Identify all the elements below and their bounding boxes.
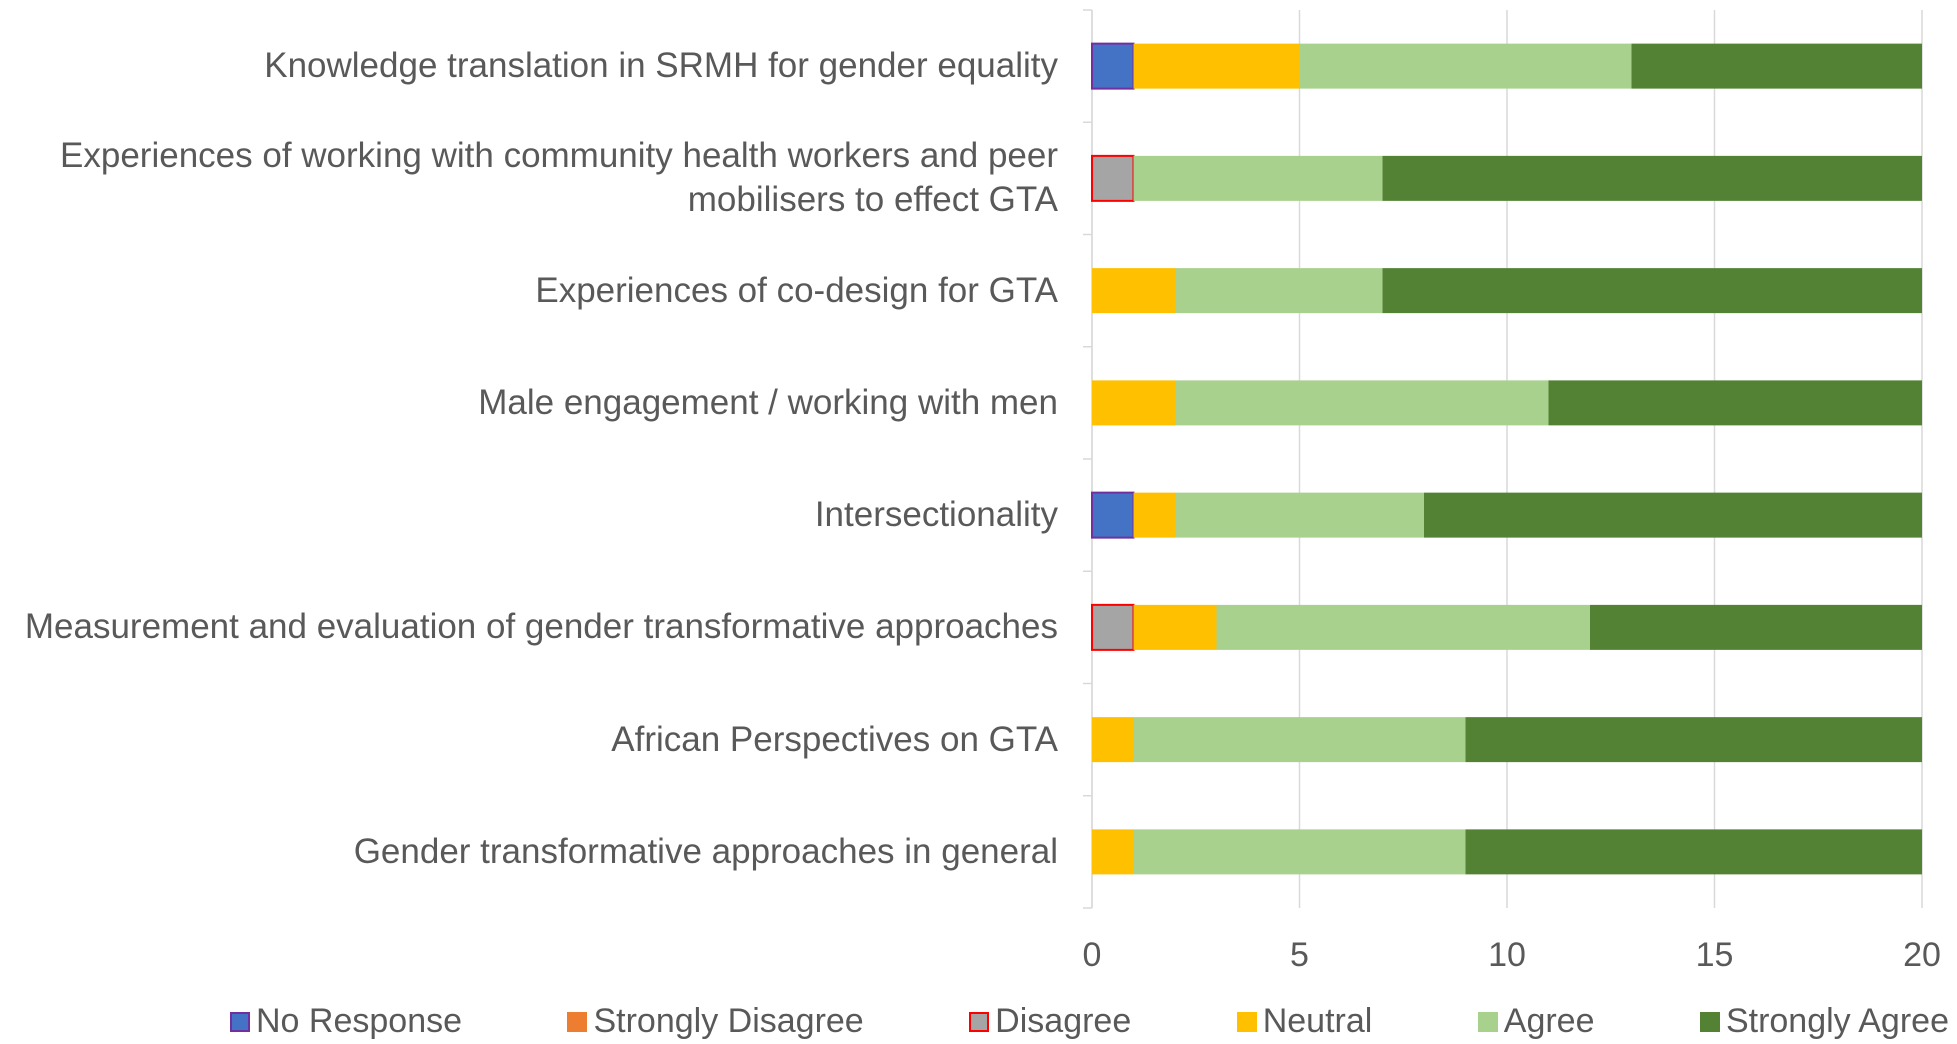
y-tick-label: African Perspectives on GTA xyxy=(611,719,1058,759)
bar-segment xyxy=(1299,43,1632,89)
bar-segment xyxy=(1216,604,1590,650)
bar-segment xyxy=(1091,491,1135,539)
y-tick-label: Knowledge translation in SRMH for gender… xyxy=(264,46,1058,86)
bar-segment xyxy=(1590,604,1922,650)
bar-segment xyxy=(1382,268,1922,314)
legend-item: Neutral xyxy=(1236,1002,1373,1041)
bar-segment xyxy=(1092,380,1175,426)
x-tick-label: 15 xyxy=(1696,936,1734,974)
bar-segment xyxy=(1175,492,1424,538)
bar-segment xyxy=(1092,717,1134,763)
bar-segment xyxy=(1465,829,1922,875)
bar-segment xyxy=(1133,829,1466,875)
legend-item: Strongly Agree xyxy=(1699,1002,1949,1041)
y-tick-label: Experiences of co-design for GTA xyxy=(535,270,1058,310)
x-tick-label: 10 xyxy=(1488,936,1526,974)
x-tick-label: 5 xyxy=(1290,936,1309,974)
bar-segment xyxy=(1382,155,1922,201)
legend-label: Agree xyxy=(1503,1002,1595,1040)
x-tick-label: 20 xyxy=(1903,936,1941,974)
legend-label: Neutral xyxy=(1262,1002,1373,1040)
x-tick-label: 0 xyxy=(1083,936,1102,974)
bar-segment xyxy=(1465,717,1922,763)
legend-swatch xyxy=(1477,1011,1498,1032)
legend-swatch xyxy=(230,1011,250,1032)
legend-swatch xyxy=(969,1011,990,1032)
legend: No Response Strongly Disagree Disagree Neut… xyxy=(230,1002,1957,1041)
bar-segment xyxy=(1175,268,1383,314)
bar-segment xyxy=(1424,492,1922,538)
bar-segment xyxy=(1133,43,1300,89)
legend-item: Agree xyxy=(1477,1002,1595,1041)
bar-segment xyxy=(1133,492,1175,538)
legend-swatch xyxy=(567,1011,588,1032)
y-tick-label: Intersectionality xyxy=(814,495,1058,535)
y-tick-label: Measurement and evaluation of gender tra… xyxy=(24,607,1058,647)
legend-item: Strongly Disagree xyxy=(567,1002,864,1041)
bar-segment xyxy=(1133,604,1217,650)
y-tick-label: Male engagement / working with men xyxy=(478,382,1058,422)
bar-segment xyxy=(1175,380,1549,426)
bar-segment xyxy=(1092,829,1134,875)
legend-swatch xyxy=(1236,1011,1257,1032)
bar-segment xyxy=(1091,42,1135,90)
y-tick-label: Gender transformative approaches in gene… xyxy=(353,831,1058,871)
bar-segment xyxy=(1631,43,1922,89)
bar-segment xyxy=(1091,603,1135,651)
y-tick-label: Experiences of working with community he… xyxy=(60,136,1058,220)
legend-label: No Response xyxy=(256,1002,463,1040)
legend-item: No Response xyxy=(230,1002,462,1041)
bar-segment xyxy=(1133,717,1466,763)
legend-label: Strongly Agree xyxy=(1725,1002,1949,1040)
legend-swatch xyxy=(1699,1011,1720,1032)
legend-label: Disagree xyxy=(995,1002,1132,1040)
bar-segment xyxy=(1133,155,1383,201)
bar-segment xyxy=(1091,154,1135,202)
bar-segment xyxy=(1548,380,1922,426)
legend-item: Disagree xyxy=(969,1002,1131,1041)
legend-label: Strongly Disagree xyxy=(593,1002,864,1040)
bar-segment xyxy=(1092,268,1175,314)
